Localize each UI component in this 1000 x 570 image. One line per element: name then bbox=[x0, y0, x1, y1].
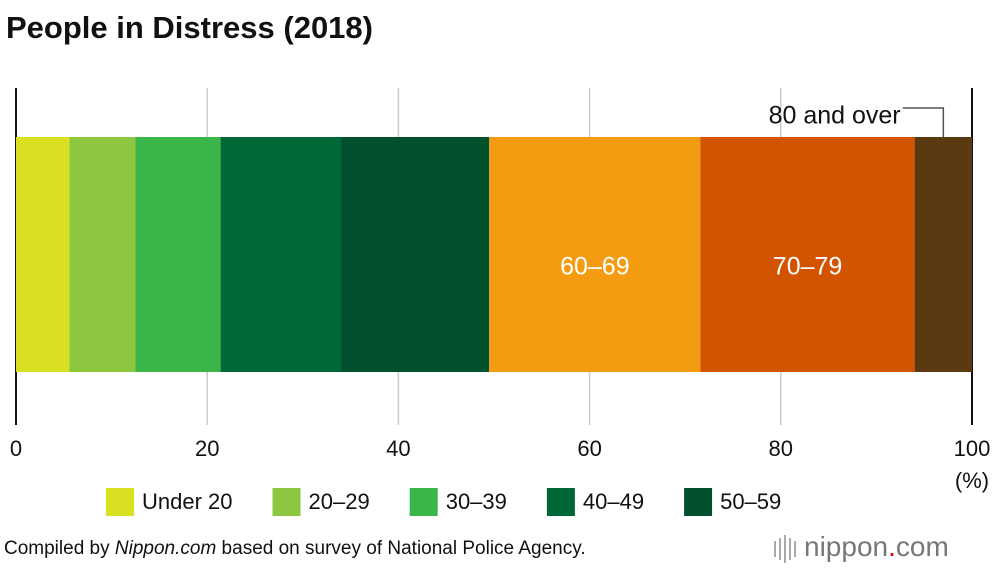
legend-swatch bbox=[106, 488, 134, 516]
callout-label: 80 and over bbox=[769, 102, 901, 130]
callout-line bbox=[902, 107, 945, 137]
x-tick-label: 80 bbox=[769, 436, 793, 461]
legend-label: 20–29 bbox=[309, 489, 370, 514]
logo-part: nippon bbox=[804, 531, 888, 562]
chart-title: People in Distress (2018) bbox=[6, 10, 373, 45]
source-part: Compiled by bbox=[4, 538, 115, 559]
legend-swatch bbox=[409, 488, 438, 516]
bar-segment bbox=[16, 137, 70, 372]
x-tick-label: 100 bbox=[954, 436, 991, 461]
segment-label: 70–79 bbox=[773, 253, 843, 281]
x-tick-label: 0 bbox=[10, 436, 22, 461]
logo-part: . bbox=[888, 531, 896, 562]
bar-segment bbox=[341, 137, 490, 372]
bar-segment bbox=[135, 137, 221, 372]
logo: nippon.com bbox=[804, 531, 949, 562]
axis-unit: (%) bbox=[955, 468, 989, 493]
logo-part: com bbox=[896, 531, 949, 562]
logo-mark bbox=[774, 535, 796, 563]
legend-label: 40–49 bbox=[583, 489, 644, 514]
bar-segment bbox=[69, 137, 136, 372]
legend-swatch bbox=[272, 488, 301, 516]
x-tick-label: 20 bbox=[195, 436, 219, 461]
legend-label: 30–39 bbox=[446, 489, 507, 514]
bar-segment bbox=[489, 137, 701, 372]
source-part: based on survey of National Police Agenc… bbox=[216, 538, 585, 559]
x-tick-label: 60 bbox=[577, 436, 601, 461]
legend-swatch bbox=[546, 488, 575, 516]
bar-segment bbox=[220, 137, 342, 372]
legend-label: 50–59 bbox=[720, 489, 781, 514]
legend-swatch bbox=[684, 488, 713, 516]
legend-label: Under 20 bbox=[142, 489, 233, 514]
bar-segment bbox=[700, 137, 915, 372]
segment-label: 60–69 bbox=[560, 253, 630, 281]
x-tick-label: 40 bbox=[386, 436, 410, 461]
source-part: Nippon.com bbox=[115, 538, 216, 559]
bar-segment bbox=[914, 137, 972, 372]
source: Compiled by Nippon.com based on survey o… bbox=[4, 538, 586, 559]
